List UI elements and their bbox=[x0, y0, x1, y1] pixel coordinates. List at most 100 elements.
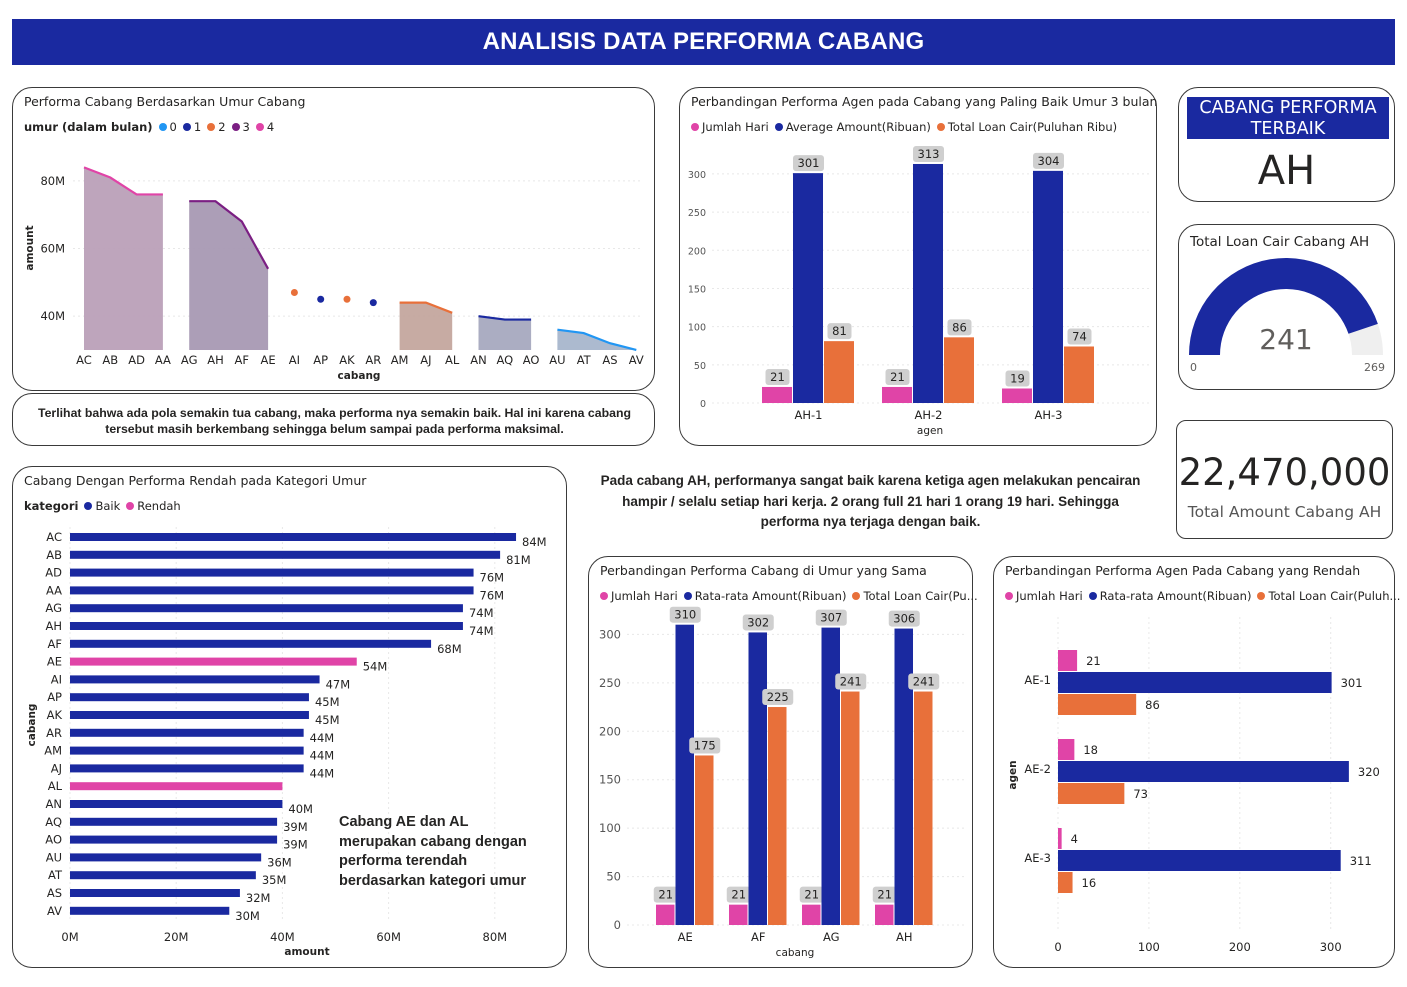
x-tick-label: AO bbox=[523, 353, 540, 367]
data-label-bg bbox=[827, 323, 852, 340]
legend-item-age-1[interactable]: 1 bbox=[182, 120, 201, 134]
legend-item-jumlah-hari[interactable]: Jumlah Hari bbox=[691, 120, 769, 134]
low-agents-chart[interactable]: 0 100 200 300 agen AE-1 21 301 86 AE-2 18 320 73 AE-3… bbox=[994, 557, 1394, 967]
legend-item-total-loan[interactable]: Total Loan Cair(Puluhan Ribu) bbox=[936, 120, 1117, 134]
bar bbox=[70, 817, 278, 826]
x-tick-label: 80M bbox=[483, 930, 508, 944]
x-tick-label: AP bbox=[313, 353, 328, 367]
legend-item-rata-rata-amount[interactable]: Rata-rata Amount(Ribuan) bbox=[683, 589, 846, 603]
legend-label: Jumlah Hari bbox=[702, 120, 769, 134]
y-tick-label: 50 bbox=[694, 361, 706, 372]
data-label: 44M bbox=[310, 749, 335, 763]
age-area-title: Performa Cabang Berdasarkan Umur Cabang bbox=[24, 94, 306, 109]
x-tick-label: AQ bbox=[496, 353, 513, 367]
best-agents-chart[interactable]: 0 50 100 150 200 250 300 AH-1 21 301 81 AH-2 21 313 86… bbox=[680, 88, 1156, 444]
y-tick-label: AP bbox=[47, 690, 62, 704]
data-label: 19 bbox=[1010, 371, 1025, 385]
low-performance-chart[interactable]: 0M 20M 40M 60M 80M amount cabang AC 84M AB 81M AD 76… bbox=[13, 467, 566, 967]
x-tick-label: 100 bbox=[1138, 940, 1160, 954]
x-tick-label: AV bbox=[629, 353, 644, 367]
data-label: 32M bbox=[246, 891, 271, 905]
data-label: 74M bbox=[469, 624, 494, 638]
bar bbox=[1058, 672, 1332, 693]
bar bbox=[793, 173, 823, 403]
data-label: 301 bbox=[798, 156, 820, 170]
legend-item-average-amount[interactable]: Average Amount(Ribuan) bbox=[774, 120, 931, 134]
bar bbox=[70, 871, 256, 880]
data-label: 54M bbox=[363, 660, 388, 674]
bar bbox=[894, 628, 913, 925]
gauge-chart[interactable]: 241 0 269 bbox=[1179, 225, 1394, 389]
data-label: 241 bbox=[840, 675, 862, 689]
data-label-bg bbox=[799, 886, 824, 903]
legend-item-jumlah-hari[interactable]: Jumlah Hari bbox=[600, 589, 678, 603]
data-label: 81M bbox=[506, 553, 531, 567]
bar bbox=[841, 691, 860, 925]
data-point-age-1 bbox=[369, 299, 377, 307]
data-label: 301 bbox=[1341, 676, 1363, 690]
data-label-bg bbox=[872, 886, 897, 903]
data-label-bg bbox=[689, 737, 721, 754]
bar bbox=[695, 755, 714, 925]
bar bbox=[875, 904, 894, 925]
data-label: 241 bbox=[913, 675, 935, 689]
data-label: 310 bbox=[674, 608, 696, 622]
x-axis-title: cabang bbox=[338, 370, 381, 382]
age-area-chart[interactable]: 40M 60M 80M AC AB AD AA AG AH AF AE AI AP AK AR AM AJ AL A… bbox=[13, 88, 653, 388]
legend-item-age-3[interactable]: 3 bbox=[231, 120, 250, 134]
legend-item-age-2[interactable]: 2 bbox=[207, 120, 226, 134]
x-tick-label: AG bbox=[181, 353, 198, 367]
legend-item-jumlah-hari[interactable]: Jumlah Hari bbox=[1005, 589, 1083, 603]
bar bbox=[1058, 828, 1062, 849]
y-tick-label: AO bbox=[45, 833, 62, 847]
legend-item-age-0[interactable]: 0 bbox=[158, 120, 177, 134]
best-agents-legend: Jumlah Hari Average Amount(Ribuan) Total… bbox=[691, 120, 1123, 134]
bar bbox=[762, 386, 792, 403]
y-tick-label: AK bbox=[47, 708, 63, 722]
y-tick-label: AA bbox=[46, 583, 62, 597]
bar bbox=[944, 337, 974, 403]
legend-item-rata-rata-amount[interactable]: Rata-rata Amount(Ribuan) bbox=[1088, 589, 1252, 603]
x-tick-label: AN bbox=[470, 353, 486, 367]
bar bbox=[70, 657, 357, 666]
data-label: 86 bbox=[952, 320, 967, 334]
legend-item-total-loan[interactable]: Total Loan Cair(Pu... bbox=[852, 589, 978, 603]
bar bbox=[1033, 170, 1063, 403]
data-label: 21 bbox=[1086, 654, 1101, 668]
same-age-chart[interactable]: 0 50 100 150 200 250 300 AE 21 310 175 AF 21 302 225 AG… bbox=[589, 557, 972, 967]
y-tick-label: 300 bbox=[599, 627, 621, 641]
legend-item-age-4[interactable]: 4 bbox=[255, 120, 274, 134]
data-label: 39M bbox=[283, 838, 308, 852]
same-age-card: Perbandingan Performa Cabang di Umur yan… bbox=[588, 556, 978, 968]
legend-item-baik[interactable]: Baik bbox=[84, 499, 120, 513]
data-label-bg bbox=[835, 673, 867, 690]
legend-label: Rendah bbox=[137, 499, 181, 513]
low-performance-card: Cabang Dengan Performa Rendah pada Kateg… bbox=[12, 466, 567, 968]
low-performance-title: Cabang Dengan Performa Rendah pada Kateg… bbox=[24, 473, 367, 488]
data-label-bg bbox=[726, 886, 751, 903]
data-label: 302 bbox=[747, 615, 769, 629]
x-tick-label: AF bbox=[235, 353, 249, 367]
y-tick-label: 200 bbox=[599, 724, 621, 738]
legend-item-rendah[interactable]: Rendah bbox=[126, 499, 181, 513]
data-label-bg bbox=[669, 606, 701, 623]
legend-label: Rata-rata Amount(Ribuan) bbox=[1099, 589, 1252, 603]
y-tick-label: AB bbox=[46, 548, 62, 562]
y-tick-label: 0 bbox=[614, 918, 621, 932]
data-label: 306 bbox=[893, 612, 915, 626]
age-note-text: Terlihat bahwa ada pola semakin tua caba… bbox=[38, 406, 631, 436]
data-label-bg bbox=[1067, 328, 1092, 345]
y-tick-label: AT bbox=[48, 868, 63, 882]
category-legend-title: kategori bbox=[24, 499, 79, 513]
low-agents-card: Perbandingan Performa Agen Pada Cabang y… bbox=[993, 556, 1400, 968]
data-label: 21 bbox=[658, 888, 673, 902]
data-label: 175 bbox=[694, 738, 716, 752]
legend-item-total-loan[interactable]: Total Loan Cair(Puluh... bbox=[1257, 589, 1400, 603]
legend-label: Baik bbox=[95, 499, 121, 513]
x-tick-label: AR bbox=[365, 353, 381, 367]
legend-label: Average Amount(Ribuan) bbox=[785, 120, 931, 134]
area-line-age-0 bbox=[557, 328, 637, 352]
y-tick-label: AU bbox=[46, 850, 62, 864]
bar bbox=[70, 782, 283, 791]
bar bbox=[70, 550, 501, 559]
